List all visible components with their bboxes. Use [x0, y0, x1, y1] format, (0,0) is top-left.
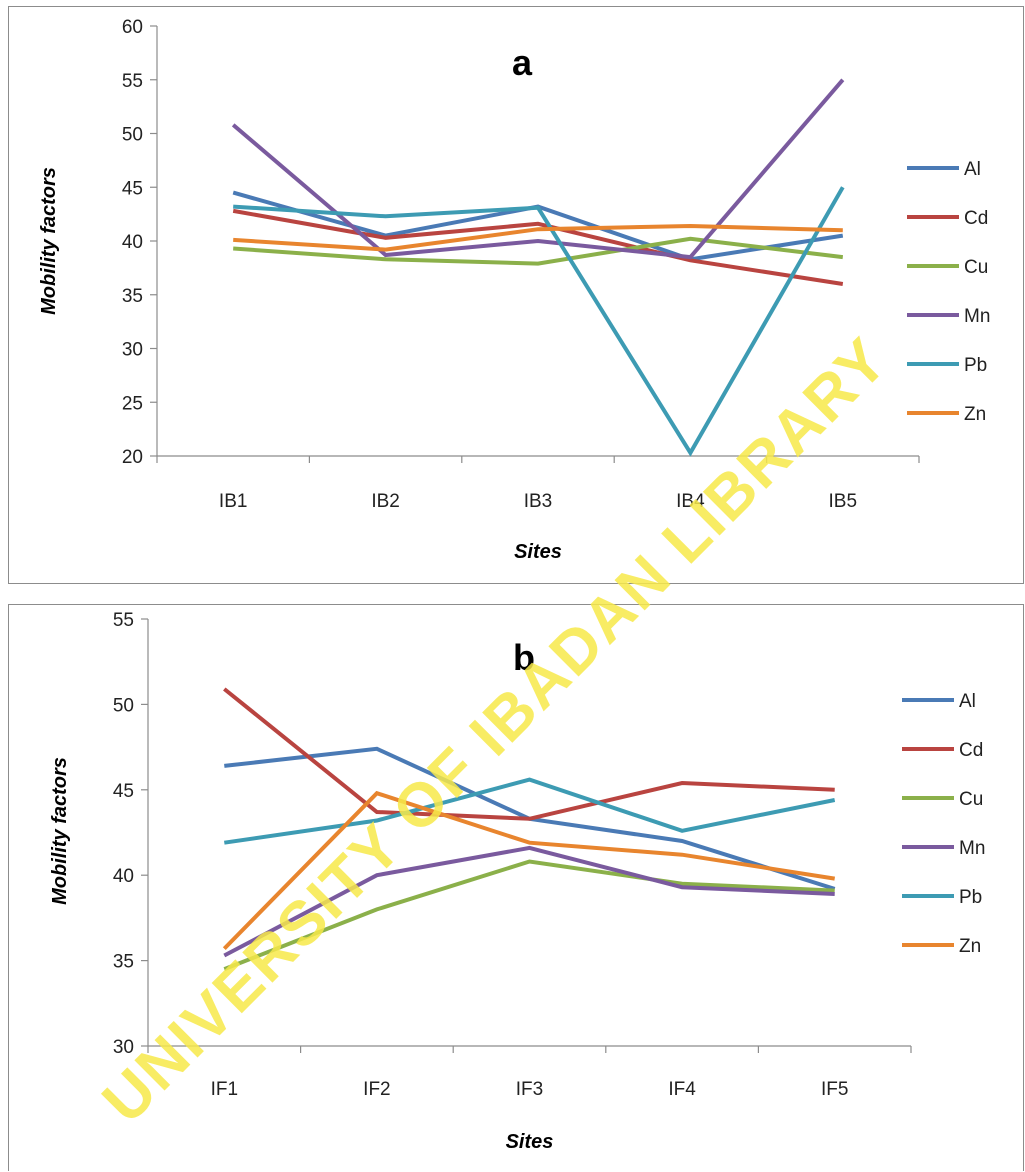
y-tick-label: 40	[122, 232, 143, 253]
y-tick-label: 25	[122, 393, 143, 414]
y-tick-label: 35	[113, 952, 134, 973]
legend-label-cu: Cu	[959, 789, 983, 810]
legend-label-al: Al	[959, 691, 976, 712]
chart-title: a	[512, 42, 533, 83]
x-tick-label: IF1	[211, 1079, 238, 1100]
y-tick-label: 55	[113, 610, 134, 631]
y-axis-title: Mobility factors	[38, 167, 60, 315]
legend-label-cd: Cd	[959, 740, 983, 761]
y-tick-label: 45	[122, 178, 143, 199]
series-line-pb	[224, 780, 834, 843]
y-tick-label: 50	[113, 695, 134, 716]
legend-label-mn: Mn	[964, 306, 990, 327]
y-tick-label: 30	[122, 340, 143, 361]
y-tick-label: 45	[113, 781, 134, 802]
x-axis-title: Sites	[514, 541, 562, 563]
legend-label-cd: Cd	[964, 208, 988, 229]
y-tick-label: 20	[122, 447, 143, 468]
y-tick-label: 40	[113, 866, 134, 887]
x-tick-label: IB3	[524, 491, 553, 512]
y-tick-label: 35	[122, 286, 143, 307]
chart-panel-a: 20 25 30 35 40 45 50 55 60 IB1 IB2 IB3 IB4 IB5 Al Cd Cu M…	[8, 6, 1024, 584]
y-tick-label: 50	[122, 125, 143, 146]
y-tick-label: 30	[113, 1037, 134, 1058]
x-tick-label: IB1	[219, 491, 248, 512]
chart-panel-b: 30 35 40 45 50 55 IF1 IF2 IF3 IF4 IF5 Al Cd Cu Mn Pb Zn b…	[8, 604, 1024, 1171]
y-axis-title: Mobility factors	[49, 757, 71, 905]
x-tick-label: IB5	[829, 491, 858, 512]
legend-label-zn: Zn	[959, 936, 981, 957]
legend-label-zn: Zn	[964, 404, 986, 425]
x-axis-title: Sites	[506, 1131, 554, 1153]
x-tick-label: IF3	[516, 1079, 543, 1100]
y-tick-label: 60	[122, 17, 143, 38]
legend-label-al: Al	[964, 159, 981, 180]
legend-label-pb: Pb	[959, 887, 982, 908]
chart-a-svg: 20 25 30 35 40 45 50 55 60 IB1 IB2 IB3 IB4 IB5 Al Cd Cu M…	[9, 7, 1025, 585]
x-tick-label: IF2	[363, 1079, 390, 1100]
x-tick-label: IB4	[676, 491, 705, 512]
legend-label-pb: Pb	[964, 355, 987, 376]
legend-label-mn: Mn	[959, 838, 985, 859]
chart-title: b	[513, 637, 535, 678]
y-tick-label: 55	[122, 71, 143, 92]
legend-label-cu: Cu	[964, 257, 988, 278]
x-tick-label: IF5	[821, 1079, 848, 1100]
chart-b-svg: 30 35 40 45 50 55 IF1 IF2 IF3 IF4 IF5 Al Cd Cu Mn Pb Zn b…	[9, 605, 1025, 1172]
x-tick-label: IB2	[371, 491, 400, 512]
series-line-cu	[224, 862, 834, 970]
x-tick-label: IF4	[668, 1079, 696, 1100]
